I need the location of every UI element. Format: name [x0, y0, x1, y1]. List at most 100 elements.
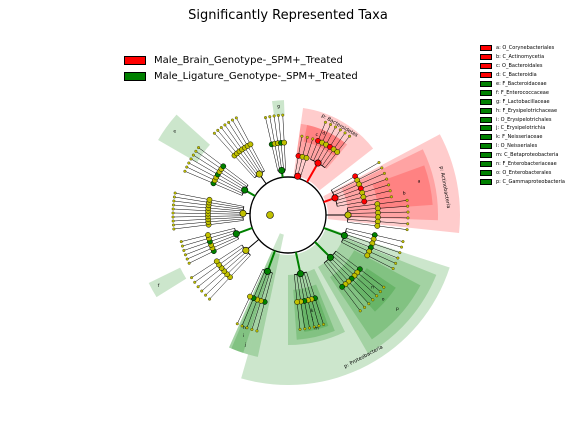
leaf-node: [191, 153, 195, 157]
key-swatch: [480, 116, 492, 123]
highlight-sectors: [148, 100, 460, 385]
key-swatch: [480, 45, 492, 52]
leaf-node: [171, 211, 175, 215]
clade-node: [296, 270, 304, 278]
taxa-key: a: O_Corynebacteriales b: C_Actinomyceti…: [480, 44, 565, 186]
key-item: e: F_Bacteroidaceae: [480, 80, 565, 89]
key-label: g: F_Lactobacillaceae: [496, 98, 550, 105]
leaf-node: [405, 198, 409, 202]
leaf-node: [300, 134, 304, 138]
branch-edge: [294, 251, 302, 274]
leaf-node: [235, 322, 239, 326]
legend-label: Male_Brain_Genotype-_SPM+_Treated: [154, 54, 343, 66]
legend-label: Male_Ligature_Genotype-_SPM+_Treated: [154, 70, 358, 82]
leaf-node: [208, 297, 212, 301]
key-label: b: C_Actinomycetia: [496, 54, 545, 61]
leaf-node: [348, 134, 352, 138]
sector-k: [300, 297, 329, 332]
leaf-node: [219, 126, 223, 129]
leaf-node: [298, 327, 302, 331]
leaf-node: [378, 290, 382, 294]
clade-node: [239, 209, 247, 217]
leaf-node: [338, 128, 342, 132]
sector-letter-label: p: [396, 307, 399, 312]
branch-edge: [306, 162, 319, 183]
clade-node: [232, 230, 240, 238]
phylum-sector-actinobacteria: [323, 134, 460, 233]
leaf-node: [179, 240, 183, 244]
leaf-node: [173, 191, 177, 195]
legend-item-brain: Male_Brain_Genotype-_SPM+_Treated: [124, 52, 358, 68]
key-label: i: O_Erysipelotrichales: [496, 116, 552, 123]
clade-node: [206, 196, 213, 203]
leaf-node: [223, 123, 227, 127]
key-label: h: F_Erysipelotrichaceae: [496, 107, 558, 114]
figure-title: Significantly Represented Taxa: [188, 8, 388, 23]
leaf-node: [394, 261, 398, 265]
key-item: g: F_Lactobacillaceae: [480, 97, 565, 106]
clade-node: [241, 186, 249, 194]
leaf-node: [194, 149, 198, 153]
key-swatch: [480, 161, 492, 168]
root-ring: [249, 176, 327, 254]
leaf-node: [189, 157, 193, 161]
key-item: h: F_Erysipelotrichaceae: [480, 106, 565, 115]
leaf-node: [382, 171, 386, 175]
clade-node: [339, 284, 346, 290]
key-swatch: [480, 98, 492, 105]
leaf-node: [382, 285, 386, 289]
key-label: m: C_Betaproteobacteria: [496, 152, 559, 159]
leaf-node: [240, 324, 244, 328]
root-node: [266, 211, 274, 219]
leaf-node: [405, 228, 409, 232]
leaf-node: [185, 165, 189, 169]
clade-node: [278, 166, 286, 174]
key-swatch: [480, 107, 492, 114]
clade-node: [361, 198, 368, 205]
key-item: c: O_Bacteroidales: [480, 62, 565, 71]
sector-letter-label: i: [243, 333, 244, 339]
key-item: k: F_Neisseriaceae: [480, 133, 565, 142]
sector-h: [231, 270, 270, 353]
key-label: a: O_Corynebacteriales: [496, 45, 555, 52]
key-item: p: C_Gammaproteobacteria: [480, 177, 565, 186]
key-item: l: O_Neisseriales: [480, 142, 565, 151]
sector-i: [229, 251, 277, 355]
key-label: n: F_Enterobacteriaceae: [496, 161, 557, 168]
key-label: l: O_Neisseriales: [496, 143, 538, 150]
leaf-node: [250, 327, 254, 331]
leaf-node: [308, 326, 311, 330]
leaf-node: [255, 329, 259, 333]
leaf-node: [172, 199, 176, 203]
branch-edge: [323, 227, 345, 237]
leaf-node: [329, 123, 333, 126]
leaf-node: [380, 166, 384, 170]
sector-e: [158, 114, 210, 163]
leaf-node: [387, 183, 391, 187]
clade-node: [314, 159, 322, 167]
leaf-node: [305, 135, 309, 139]
leaf-node: [171, 223, 175, 227]
leaf-node: [171, 203, 175, 207]
leaf-node: [200, 289, 204, 293]
sector-letter-label: j: [244, 342, 246, 348]
leaf-node: [371, 298, 375, 302]
clade-node: [294, 172, 302, 180]
key-label: o: O_Enterobacterales: [496, 169, 552, 176]
leaf-node: [343, 131, 347, 135]
leaf-node: [406, 210, 410, 214]
leaf-node: [334, 125, 338, 129]
key-swatch: [480, 89, 492, 96]
sector-letter-label: n: [371, 285, 374, 290]
clade-node: [374, 223, 381, 229]
leaf-node: [375, 294, 379, 298]
leaf-node: [185, 257, 189, 261]
clade-node: [220, 163, 227, 170]
leaf-node: [193, 280, 197, 284]
leaf-node: [183, 169, 187, 173]
leaf-node: [322, 322, 325, 326]
key-label: c: O_Bacteroidales: [496, 63, 543, 70]
leaf-node: [367, 302, 371, 306]
sector-letter-label: h: [243, 325, 246, 331]
